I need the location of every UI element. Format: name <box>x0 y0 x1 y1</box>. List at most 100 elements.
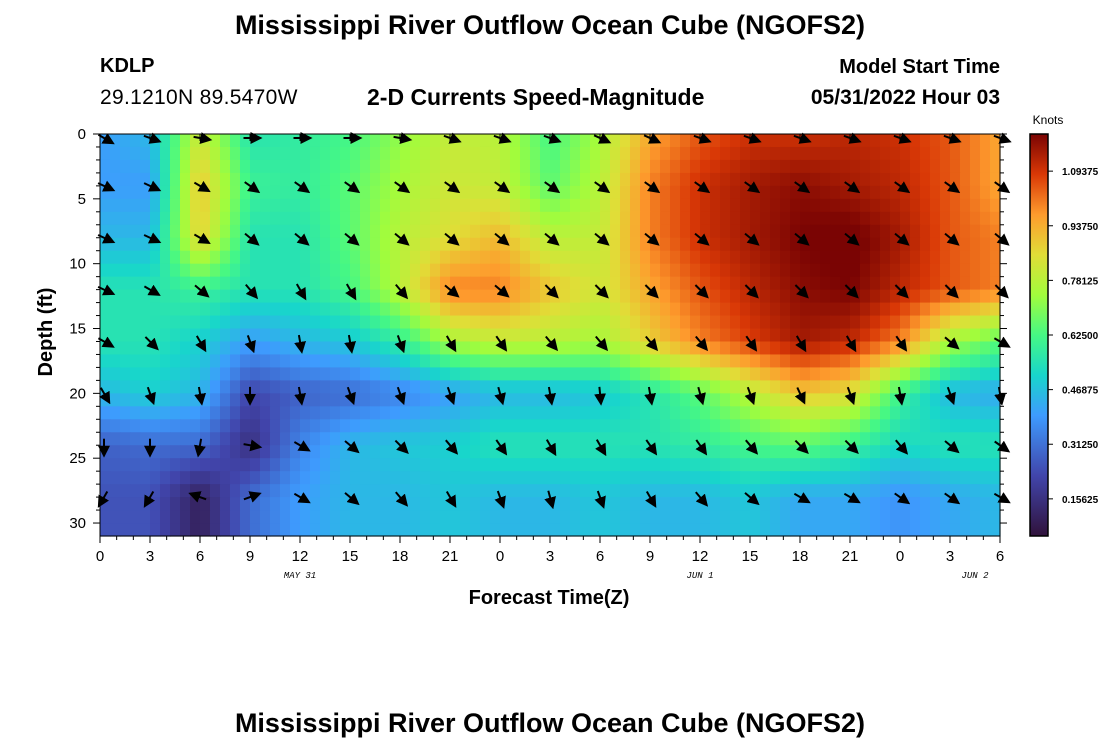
heatmap-cell <box>730 276 741 291</box>
heatmap-cell <box>360 198 371 213</box>
heatmap-cell <box>960 393 971 407</box>
heatmap-cell <box>850 510 861 524</box>
heatmap-cell <box>790 146 801 161</box>
heatmap-cell <box>720 211 731 226</box>
heatmap-cell <box>660 315 671 330</box>
heatmap-cell <box>500 484 511 498</box>
heatmap-cell <box>120 458 131 472</box>
heatmap-cell <box>660 289 671 304</box>
heatmap-cell <box>830 146 841 161</box>
heatmap-cell <box>840 315 851 330</box>
heatmap-cell <box>730 354 741 369</box>
heatmap-cell <box>700 458 711 472</box>
heatmap-cell <box>110 159 121 174</box>
heatmap-cell <box>550 419 561 433</box>
y-tick-label: 5 <box>78 191 86 208</box>
heatmap-cell <box>200 484 211 498</box>
heatmap-cell <box>640 393 651 407</box>
heatmap-cell <box>760 263 771 278</box>
heatmap-cell <box>720 134 731 148</box>
heatmap-cell <box>110 471 121 485</box>
heatmap-cell <box>520 172 531 187</box>
heatmap-cell <box>790 432 801 446</box>
heatmap-cell <box>470 367 481 381</box>
heatmap-cell <box>480 146 491 161</box>
heatmap-cell <box>820 328 831 343</box>
heatmap-cell <box>660 172 671 187</box>
heatmap-cell <box>360 497 371 511</box>
heatmap-cell <box>450 380 461 394</box>
heatmap-cell <box>530 354 541 369</box>
heatmap-cell <box>940 276 951 291</box>
heatmap-cell <box>420 172 431 187</box>
heatmap-cell <box>450 302 461 317</box>
heatmap-cell <box>340 432 351 446</box>
heatmap-cell <box>900 367 911 381</box>
heatmap-cell <box>290 380 301 394</box>
heatmap-cell <box>860 484 871 498</box>
heatmap-cell <box>960 134 971 148</box>
heatmap-cell <box>580 289 591 304</box>
heatmap-cell <box>200 211 211 226</box>
heatmap-cell <box>340 393 351 407</box>
heatmap-cell <box>970 445 981 459</box>
heatmap-cell <box>120 276 131 291</box>
heatmap-cell <box>970 134 981 148</box>
heatmap-cell <box>420 458 431 472</box>
heatmap-cell <box>660 134 671 148</box>
heatmap-cell <box>570 276 581 291</box>
heatmap-cell <box>910 484 921 498</box>
heatmap-cell <box>970 224 981 239</box>
heatmap-cell <box>780 523 791 537</box>
heatmap-cell <box>620 185 631 200</box>
heatmap-cell <box>370 276 381 291</box>
heatmap-cell <box>190 523 201 537</box>
heatmap-cell <box>380 237 391 252</box>
heatmap-cell <box>420 185 431 200</box>
heatmap-cell <box>710 198 721 213</box>
heatmap-cell <box>680 354 691 369</box>
heatmap-cell <box>940 146 951 161</box>
heatmap-cell <box>560 393 571 407</box>
heatmap-cell <box>820 432 831 446</box>
heatmap-cell <box>710 237 721 252</box>
heatmap-cell <box>960 146 971 161</box>
heatmap-cell <box>110 367 121 381</box>
heatmap-cell <box>610 250 621 265</box>
heatmap-cell <box>560 159 571 174</box>
heatmap-cell <box>300 224 311 239</box>
heatmap-cell <box>870 354 881 369</box>
heatmap-cell <box>330 471 341 485</box>
heatmap-cell <box>950 380 961 394</box>
heatmap-cell <box>570 432 581 446</box>
heatmap-cell <box>610 406 621 420</box>
heatmap-cell <box>330 432 341 446</box>
heatmap-cell <box>880 198 891 213</box>
heatmap-cell <box>410 172 421 187</box>
heatmap-cell <box>270 224 281 239</box>
heatmap-cell <box>200 432 211 446</box>
heatmap-cell <box>470 484 481 498</box>
heatmap-cell <box>410 419 421 433</box>
heatmap-cell <box>710 211 721 226</box>
current-vector-arrow <box>793 492 811 504</box>
heatmap-cell <box>170 328 181 343</box>
heatmap-cell <box>780 497 791 511</box>
heatmap-cell <box>910 172 921 187</box>
heatmap-cell <box>660 237 671 252</box>
heatmap-cell <box>820 419 831 433</box>
heatmap-cell <box>550 354 561 369</box>
heatmap-cell <box>910 510 921 524</box>
heatmap-cell <box>800 224 811 239</box>
heatmap-cell <box>580 185 591 200</box>
heatmap-cell <box>550 393 561 407</box>
heatmap-cell <box>990 419 1001 433</box>
heatmap-cell <box>610 146 621 161</box>
heatmap-cell <box>630 510 641 524</box>
heatmap-cell <box>690 289 701 304</box>
heatmap-cell <box>120 497 131 511</box>
heatmap-cell <box>840 134 851 148</box>
heatmap-cell <box>370 419 381 433</box>
heatmap-cell <box>290 172 301 187</box>
